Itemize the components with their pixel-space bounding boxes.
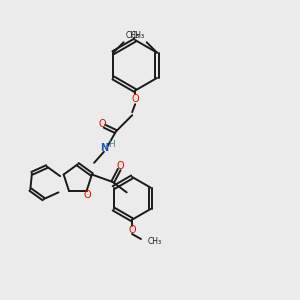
Text: CH₃: CH₃ (130, 31, 145, 40)
Text: CH₃: CH₃ (125, 31, 139, 40)
Text: N: N (100, 143, 108, 153)
Text: O: O (128, 225, 136, 235)
Text: H: H (109, 140, 115, 149)
Text: O: O (131, 94, 139, 104)
Text: O: O (84, 190, 91, 200)
Text: O: O (99, 119, 106, 129)
Text: CH₃: CH₃ (148, 237, 162, 246)
Text: O: O (116, 161, 124, 171)
